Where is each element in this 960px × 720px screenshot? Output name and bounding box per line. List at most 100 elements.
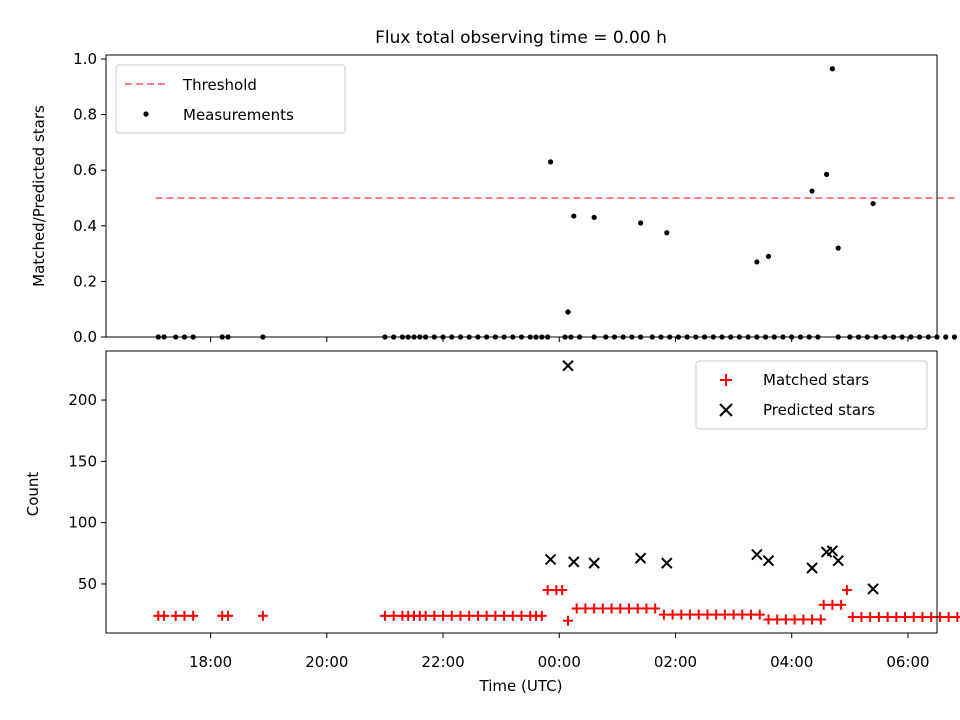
matched-star-marker-48 <box>702 609 713 620</box>
matched-star-marker-25 <box>516 610 527 621</box>
matched-star-marker-45 <box>676 609 687 620</box>
matched-star-marker-43 <box>658 609 669 620</box>
matched-star-marker-72 <box>900 612 911 623</box>
matched-star-marker-6 <box>223 610 234 621</box>
count-x-tick-label: 02:00 <box>654 653 697 671</box>
measurement-point-12 <box>870 200 876 207</box>
matched-star-marker-16 <box>438 610 449 621</box>
predicted-star-marker-10 <box>826 545 839 557</box>
matched-star-marker-56 <box>772 614 783 625</box>
predicted-star-marker-8 <box>806 562 818 574</box>
matched-star-marker-58 <box>789 614 800 625</box>
matched-star-marker-39 <box>624 603 635 614</box>
matched-star-marker-28 <box>536 610 547 621</box>
matched-star-marker-17 <box>446 610 457 621</box>
matched-star-marker-33 <box>571 603 582 614</box>
legend-matched-label: Matched stars <box>763 371 869 389</box>
matched-star-marker-23 <box>499 610 510 621</box>
ratio-y-axis-label: Matched/Predicted stars <box>30 105 48 287</box>
matched-star-marker-66 <box>847 612 858 623</box>
measurement-point-5 <box>664 230 670 236</box>
legend-measurements-label: Measurements <box>183 106 294 124</box>
matched-star-marker-57 <box>780 614 791 625</box>
measurement-points-layer <box>155 66 958 340</box>
predicted-star-marker-5 <box>661 557 673 569</box>
predicted-star-marker-6 <box>751 548 763 561</box>
matched-star-marker-73 <box>908 612 919 623</box>
figure-title: Flux total observing time = 0.00 h <box>375 28 667 48</box>
legend-measurements-swatch <box>143 111 149 117</box>
count-y-axis-label: Count <box>24 472 42 517</box>
ratio-panel: 0.0 0.2 0.4 0.6 0.8 1.0 Matched/Predicted sta… <box>30 50 958 346</box>
count-y-tick-label: 200 <box>68 391 97 409</box>
matched-star-marker-18 <box>455 610 466 621</box>
matched-star-marker-20 <box>472 610 483 621</box>
matched-star-marker-70 <box>882 612 893 623</box>
matched-star-marker-9 <box>388 610 399 621</box>
measurement-point-2 <box>571 213 577 219</box>
ratio-y-tick-label: 0.2 <box>73 272 97 290</box>
matched-star-marker-1 <box>159 610 170 621</box>
predicted-star-marker-4 <box>634 552 647 564</box>
legend-predicted-swatch <box>719 403 733 417</box>
matched-star-marker-60 <box>807 614 818 625</box>
measurement-point-3 <box>591 214 597 221</box>
matched-star-marker-53 <box>746 609 757 620</box>
count-x-tick-label: 04:00 <box>770 653 813 671</box>
measurement-point-1 <box>565 309 571 315</box>
predicted-star-marker-3 <box>588 557 600 569</box>
matched-star-marker-19 <box>464 610 475 621</box>
measurement-point-4 <box>638 220 644 226</box>
measurement-point-10 <box>829 66 835 72</box>
matched-star-marker-68 <box>865 612 876 623</box>
count-legend-box <box>695 360 928 430</box>
measurement-point-9 <box>823 171 830 177</box>
matched-star-marker-29 <box>542 585 553 596</box>
matched-star-marker-32 <box>562 615 573 626</box>
count-x-ticks: 18:00 20:00 22:00 00:00 02:00 04:00 06:00 <box>189 633 930 671</box>
legend-predicted-label: Predicted stars <box>763 401 875 419</box>
matched-star-marker-36 <box>597 603 608 614</box>
predicted-star-marker-1 <box>562 360 574 372</box>
matched-star-marker-74 <box>917 612 928 623</box>
matched-star-marker-21 <box>481 610 492 621</box>
predicted-star-marker-7 <box>762 554 775 567</box>
matched-star-marker-59 <box>798 614 809 625</box>
matched-star-marker-69 <box>873 612 884 623</box>
matched-star-marker-38 <box>615 603 626 614</box>
predicted-star-marker-12 <box>867 583 879 595</box>
measurement-point-zero-72 <box>951 334 958 340</box>
matched-star-marker-52 <box>737 609 748 620</box>
ratio-y-tick-label: 0.0 <box>73 328 97 346</box>
matched-star-marker-24 <box>507 610 518 621</box>
matched-star-marker-49 <box>711 609 722 620</box>
ratio-legend: Threshold Measurements <box>115 64 346 134</box>
matched-star-marker-47 <box>693 609 704 620</box>
count-x-axis-label: Time (UTC) <box>479 677 563 695</box>
matched-star-marker-75 <box>926 612 937 623</box>
matched-star-marker-77 <box>943 612 954 623</box>
matched-star-marker-35 <box>589 603 600 614</box>
measurement-point-7 <box>765 253 772 259</box>
predicted-stars-layer <box>544 360 879 595</box>
matched-star-marker-55 <box>763 614 774 625</box>
count-x-tick-label: 00:00 <box>538 653 581 671</box>
measurement-point-6 <box>754 259 760 265</box>
measurement-point-zero-71 <box>943 334 949 340</box>
measurement-point-11 <box>835 245 841 251</box>
matched-star-marker-64 <box>836 599 847 610</box>
count-y-ticks: 50 100 150 200 <box>68 391 106 593</box>
measurement-point-8 <box>809 188 815 194</box>
ratio-plot-frame <box>105 54 938 338</box>
matched-star-marker-31 <box>557 585 568 596</box>
matched-stars-layer <box>153 585 960 626</box>
matched-star-marker-37 <box>606 603 617 614</box>
matched-star-marker-41 <box>641 603 652 614</box>
matched-star-marker-65 <box>841 585 852 596</box>
matched-star-marker-15 <box>429 610 440 621</box>
matched-star-marker-4 <box>188 610 199 621</box>
matched-star-marker-50 <box>719 609 730 620</box>
count-y-tick-label: 50 <box>78 575 97 593</box>
matched-star-marker-63 <box>827 599 838 610</box>
